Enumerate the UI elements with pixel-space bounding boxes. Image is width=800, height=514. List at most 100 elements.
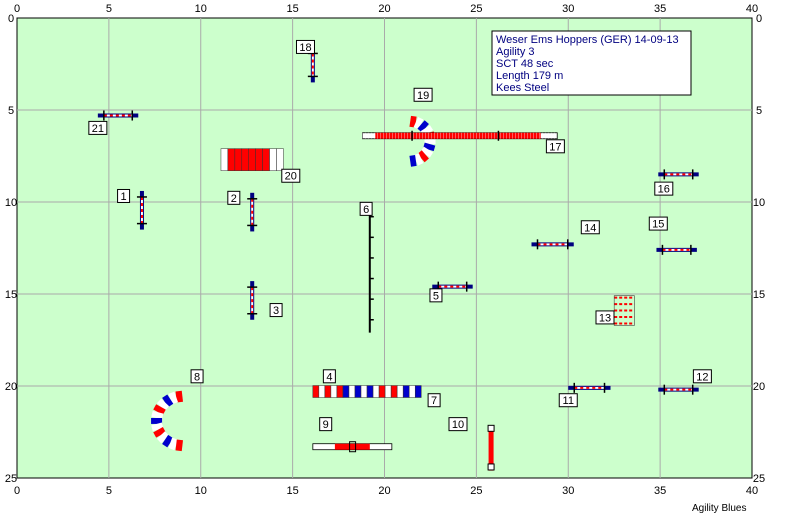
- tunnel-segment: [360, 385, 368, 398]
- jump-12: [658, 384, 699, 395]
- tunnel-segment: [330, 385, 338, 398]
- jump-11: [568, 382, 611, 393]
- number-box: [295, 39, 315, 54]
- number-box: [281, 168, 301, 183]
- tunnel-segment: [423, 142, 436, 152]
- x-tick-label-bottom: 25: [470, 485, 482, 497]
- x-tick-label-top: 35: [654, 3, 666, 15]
- number-label: 13: [599, 312, 611, 324]
- info-line-club: Weser Ems Hoppers (GER) 14-09-13: [496, 34, 679, 46]
- jump-14: [531, 239, 574, 250]
- obstacle-number-9: 9: [319, 417, 333, 432]
- y-tick-label-right: 0: [756, 13, 762, 25]
- tunnel-segment: [175, 390, 184, 403]
- number-box: [429, 288, 443, 303]
- tire-segment: [234, 148, 243, 171]
- obstacle-number-8: 8: [190, 369, 204, 384]
- obstacle-number-16: 16: [654, 181, 674, 196]
- dogwalk-contact: [375, 132, 541, 139]
- number-label: 4: [326, 371, 332, 383]
- tunnel-segment: [151, 422, 164, 432]
- tunnel-segment: [414, 385, 422, 398]
- tunnel-segment: [318, 385, 326, 398]
- x-tick-label-bottom: 5: [106, 485, 112, 497]
- x-tick-label-bottom: 0: [14, 485, 20, 497]
- y-tick-label-right: 20: [753, 381, 765, 393]
- obstacle-number-2: 2: [227, 190, 241, 205]
- table-marker: [349, 441, 357, 453]
- table-top: [334, 443, 370, 450]
- wall-13: [613, 295, 635, 326]
- x-tick-label-bottom: 35: [654, 485, 666, 497]
- tunnel-segment: [366, 385, 374, 398]
- obstacle-number-10: 10: [448, 417, 468, 432]
- number-box: [319, 417, 333, 432]
- tunnel-segment: [409, 155, 417, 167]
- obstacle-number-6: 6: [359, 201, 373, 216]
- y-tick-label-left: 0: [8, 13, 14, 25]
- obstacle-number-3: 3: [269, 303, 283, 318]
- number-label: 15: [652, 219, 664, 231]
- course-info-box: Weser Ems Hoppers (GER) 14-09-13 Agility…: [491, 30, 692, 96]
- jump-16: [658, 169, 699, 180]
- number-box: [558, 393, 578, 408]
- jump-10-end: [487, 463, 495, 471]
- tunnel-segment: [354, 385, 362, 398]
- number-box: [117, 188, 131, 203]
- number-label: 16: [658, 184, 670, 196]
- tunnel-4: [312, 385, 422, 398]
- number-box: [545, 139, 565, 154]
- y-tick-label-left: 25: [5, 473, 17, 485]
- tunnel-segment: [348, 385, 356, 398]
- obstacles-layer: [97, 47, 699, 471]
- tire-segment: [255, 148, 263, 171]
- number-box: [580, 220, 600, 235]
- tunnel-segment: [378, 385, 386, 398]
- number-label: 18: [299, 42, 311, 54]
- obstacle-number-7: 7: [427, 393, 441, 408]
- jump-10-end: [487, 424, 495, 432]
- jump-1: [136, 190, 147, 230]
- x-tick-label-bottom: 30: [562, 485, 574, 497]
- number-label: 14: [584, 222, 596, 234]
- x-tick-label-bottom: 10: [195, 485, 207, 497]
- x-tick-label-top: 15: [287, 3, 299, 15]
- x-tick-label-top: 0: [14, 3, 20, 15]
- number-box: [448, 417, 468, 432]
- obstacle-number-5: 5: [429, 288, 443, 303]
- number-box: [359, 201, 373, 216]
- y-tick-label-right: 5: [756, 105, 762, 117]
- tunnel-segment: [168, 437, 179, 451]
- number-box: [595, 310, 615, 325]
- tunnel-segment: [168, 391, 179, 405]
- tunnel-segment: [413, 117, 424, 130]
- tunnel-segment: [156, 431, 170, 444]
- tunnel-segment: [312, 385, 320, 398]
- number-label: 9: [323, 419, 329, 431]
- info-box-frame: [491, 30, 692, 96]
- obstacle-number-1: 1: [117, 188, 131, 203]
- jump-3: [247, 281, 258, 320]
- tunnel-segment: [372, 385, 380, 398]
- tire-segment: [248, 148, 256, 171]
- obstacle-number-15: 15: [648, 216, 668, 231]
- y-tick-label-left: 10: [5, 197, 17, 209]
- number-label: 21: [92, 123, 104, 135]
- number-box: [692, 369, 712, 384]
- obstacle-number-17: 17: [545, 139, 565, 154]
- tunnel-segment: [324, 385, 332, 398]
- tire-segment: [269, 148, 277, 171]
- x-tick-label-top: 40: [746, 3, 758, 15]
- tunnel-segment: [162, 434, 174, 448]
- obstacle-number-4: 4: [322, 369, 336, 384]
- x-tick-label-top: 10: [195, 3, 207, 15]
- tunnel-segment: [420, 125, 434, 136]
- number-label: 11: [563, 395, 574, 407]
- number-label: 10: [452, 419, 464, 431]
- jump-10: [487, 424, 495, 471]
- number-label: 3: [273, 305, 279, 317]
- info-line-class: Agility 3: [496, 46, 535, 58]
- info-line-sct: SCT 48 sec: [496, 58, 554, 70]
- obstacle-number-21: 21: [88, 120, 108, 135]
